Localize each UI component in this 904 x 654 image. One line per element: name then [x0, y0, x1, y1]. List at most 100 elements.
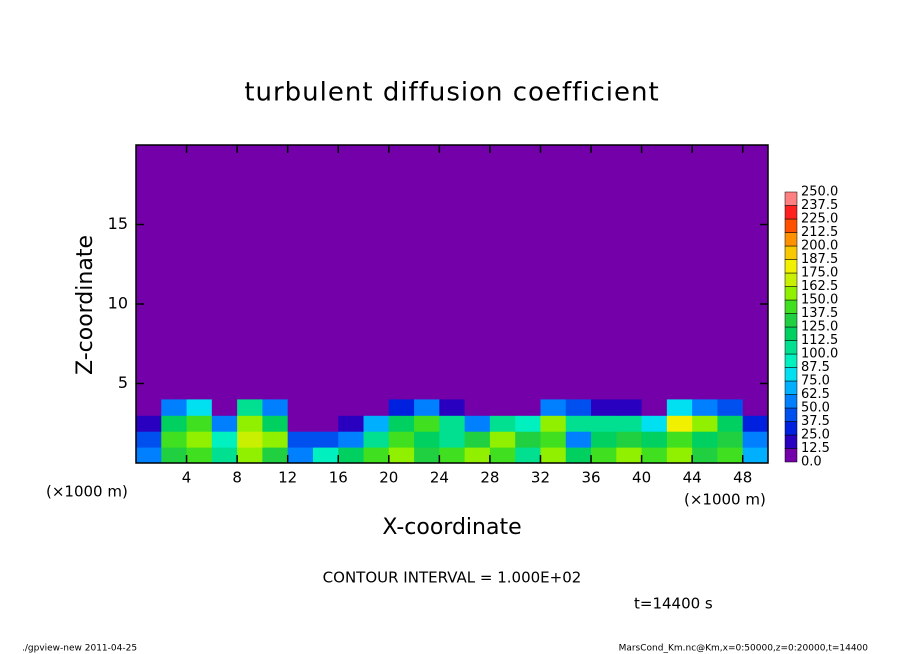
heat-cell	[312, 431, 339, 448]
colorbar-label: 225.0	[801, 212, 838, 227]
heat-cell	[287, 447, 314, 464]
heat-cell	[262, 415, 289, 432]
heat-cell	[591, 415, 617, 432]
heat-cell	[616, 399, 643, 416]
heat-cell	[186, 415, 213, 432]
colorbar-swatch	[784, 299, 798, 314]
heat-cell	[388, 447, 415, 464]
heat-cell	[591, 447, 617, 464]
colorbar-label: 75.0	[801, 374, 830, 389]
colorbar-swatch	[784, 407, 798, 422]
chart-title: turbulent diffusion coefficient	[244, 78, 659, 108]
heat-cell	[692, 415, 718, 432]
heat-cell	[262, 399, 289, 416]
heat-cell	[666, 431, 693, 448]
x-tick-label: 44	[683, 469, 702, 487]
heat-cell	[161, 447, 188, 464]
heat-cell	[616, 447, 643, 464]
heat-cell	[338, 447, 365, 464]
x-tick-label: 16	[329, 469, 348, 487]
heat-cell	[237, 399, 263, 416]
heat-cell	[414, 447, 440, 464]
colorbar-swatch	[784, 380, 798, 395]
heat-cell	[414, 399, 440, 416]
heat-cell	[464, 399, 491, 416]
heat-cell	[641, 399, 668, 416]
heat-cell	[565, 415, 592, 432]
heat-cell	[515, 431, 541, 448]
heat-cell	[666, 399, 693, 416]
colorbar-swatch	[784, 218, 798, 233]
heat-cell	[136, 415, 162, 432]
heat-cell	[414, 415, 440, 432]
heat-cell	[414, 431, 440, 448]
heat-cell	[439, 447, 466, 464]
heat-cell	[161, 431, 188, 448]
colorbar-label: 37.5	[801, 414, 830, 429]
heat-cell	[666, 415, 693, 432]
colorbar-label: 237.5	[801, 198, 838, 213]
colorbar-swatch	[784, 286, 798, 301]
heat-cell	[439, 431, 466, 448]
y-tick-label: 15	[108, 214, 128, 233]
colorbar-label: 212.5	[801, 225, 838, 240]
y-tick-label: 5	[118, 373, 128, 392]
heat-cell	[515, 415, 541, 432]
heat-cell	[186, 431, 213, 448]
colorbar-label: 87.5	[801, 360, 830, 375]
heat-cell	[388, 415, 415, 432]
heat-cell	[211, 447, 238, 464]
y-unit-label: (×1000 m)	[46, 483, 128, 501]
heat-cell	[591, 431, 617, 448]
heat-cell	[338, 415, 365, 432]
colorbar-swatch	[784, 232, 798, 247]
heat-cell	[692, 399, 718, 416]
colorbar-label: 112.5	[801, 333, 838, 348]
heat-cell	[540, 431, 567, 448]
heat-cell	[363, 431, 390, 448]
colorbar-label: 250.0	[801, 185, 838, 200]
colorbar-label: 175.0	[801, 266, 838, 281]
colorbar-label: 25.0	[801, 428, 830, 443]
colorbar-swatch	[784, 191, 798, 206]
heat-cell	[489, 447, 516, 464]
heat-cell	[515, 447, 541, 464]
heat-cell	[186, 399, 213, 416]
heat-cell	[136, 399, 162, 416]
heat-cell	[742, 415, 769, 432]
heat-cell	[616, 431, 643, 448]
heat-cell	[237, 447, 263, 464]
heat-cell	[161, 399, 188, 416]
heat-cell	[464, 415, 491, 432]
heat-cell	[312, 447, 339, 464]
colorbar-swatch	[784, 259, 798, 274]
heat-cell	[692, 447, 718, 464]
heat-cell	[641, 431, 668, 448]
colorbar-swatch	[784, 313, 798, 328]
heat-cell	[742, 399, 769, 416]
heat-cell	[540, 415, 567, 432]
colorbar-swatch	[784, 245, 798, 260]
heat-cell	[136, 431, 162, 448]
heat-cell	[641, 415, 668, 432]
heat-cell	[565, 431, 592, 448]
colorbar-swatch	[784, 367, 798, 382]
heat-cell	[388, 431, 415, 448]
colorbar-swatch	[784, 353, 798, 368]
heat-cell	[363, 415, 390, 432]
x-tick-label: 40	[632, 469, 651, 487]
heat-cell	[565, 447, 592, 464]
heat-cell	[641, 447, 668, 464]
heat-cell	[717, 447, 744, 464]
heat-cell	[211, 399, 238, 416]
heat-cell	[515, 399, 541, 416]
heat-cell	[312, 399, 339, 416]
heat-cell	[616, 415, 643, 432]
colorbar-label: 137.5	[801, 306, 838, 321]
colorbar-label: 162.5	[801, 279, 838, 294]
colorbar-label: 187.5	[801, 252, 838, 267]
heat-cell	[439, 399, 466, 416]
colorbar-label: 50.0	[801, 401, 830, 416]
